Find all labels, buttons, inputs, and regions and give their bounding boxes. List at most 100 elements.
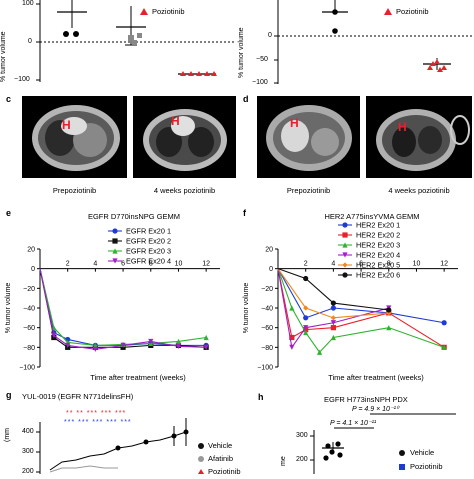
panel-letter-g: g [6, 390, 12, 400]
y-axis-label: % tumor volume [243, 283, 250, 334]
legend-marker [140, 8, 148, 15]
data-point [289, 344, 295, 350]
data-point [437, 67, 443, 72]
panel-h-svg [310, 413, 456, 474]
data-point [323, 455, 329, 461]
ytick-label: −40 [261, 306, 273, 313]
xtick-label: 6 [121, 261, 125, 268]
legend-label: HER2 Ex20 2 [356, 231, 400, 240]
data-point [148, 338, 154, 345]
y-axis-label: % tumor volume [0, 31, 7, 82]
ytick-label: −100 [257, 365, 273, 372]
panel-letter-f: f [243, 208, 246, 218]
legend-label: Poziotinib [410, 462, 443, 471]
ytick-label: 200 [22, 468, 34, 475]
data-point [303, 315, 309, 321]
data-point [115, 445, 121, 451]
data-point [342, 262, 348, 268]
top-left-dotplot: 100 0 −100 % tumor volume Poziotinib [0, 0, 236, 90]
legend-marker [399, 450, 405, 456]
ytick-label: 300 [22, 448, 34, 455]
significance-stars-blue: *** *** *** *** *** [64, 419, 132, 426]
p-value: P = 4.1 × 10⁻¹¹ [330, 420, 377, 427]
legend-label: EGFR Ex20 4 [126, 257, 171, 266]
xtick-label: 12 [202, 261, 210, 268]
series-line [39, 268, 207, 350]
mri-caption: 4 weeks poziotinib [388, 186, 450, 195]
data-point [342, 232, 348, 238]
ytick-label: −60 [261, 325, 273, 332]
legend-label: Vehicle [208, 441, 233, 450]
heart-marker: H [290, 116, 299, 130]
data-point [329, 449, 335, 455]
ytick-label: 200 [296, 456, 308, 463]
mri-caption: Prepoziotinib [52, 186, 97, 195]
data-point [303, 325, 309, 331]
legend-label: EGFR Ex20 2 [126, 237, 171, 246]
data-point [342, 222, 348, 228]
data-point [175, 338, 182, 345]
ytick-label: −100 [14, 76, 30, 83]
series-line [277, 268, 389, 319]
data-point [386, 325, 392, 331]
legend-label: Vehicle [410, 448, 435, 457]
xtick-label: 8 [387, 261, 391, 268]
data-point [342, 242, 348, 248]
series-line [39, 268, 207, 346]
data-point [196, 71, 202, 76]
heart-marker: H [171, 114, 180, 128]
y-axis-label: % tumor volume [5, 283, 12, 334]
panel-h-title: EGFR H773insNPH PDX [324, 395, 408, 404]
data-point [342, 252, 348, 258]
mri-c-post [133, 96, 236, 178]
data-point [427, 65, 433, 70]
data-point [203, 344, 209, 350]
chart-title: EGFR D770insNPG GEMM [88, 212, 180, 221]
mri-d-post [366, 96, 472, 178]
data-point [330, 334, 336, 341]
data-point [63, 31, 69, 37]
data-point [330, 300, 336, 306]
legend-label: Poziotinib [396, 7, 429, 16]
ytick-label: 0 [31, 266, 35, 273]
legend-label: Poziotinib [208, 467, 241, 476]
data-point [330, 315, 336, 321]
ytick-label: 0 [28, 38, 32, 45]
data-point [303, 329, 309, 336]
data-point [65, 342, 71, 348]
xtick-label: 2 [66, 261, 70, 268]
legend-label: EGFR Ex20 3 [126, 247, 171, 256]
p-value: P = 4.9 × 10⁻¹⁰ [352, 406, 399, 413]
data-point [342, 272, 348, 278]
data-point [325, 443, 331, 449]
data-point [73, 31, 79, 37]
legend-marker [198, 443, 204, 449]
xtick-label: 4 [331, 261, 335, 268]
legend-label: HER2 Ex20 5 [356, 261, 400, 270]
data-point [128, 35, 134, 41]
legend-marker [198, 469, 204, 474]
xtick-label: 10 [413, 261, 421, 268]
panel-letter-h: h [258, 392, 264, 402]
data-point [289, 334, 295, 341]
chart-e: EGFR D770insNPG GEMM 20 0 −20 −40 −60 −80 −100 2… [0, 205, 236, 383]
data-point [112, 228, 118, 234]
data-point [330, 325, 336, 331]
ytick-label: 20 [27, 247, 35, 254]
panel-letter-c: c [6, 94, 12, 104]
chart-f: HER2 A775insYVMA GEMM 20 0 −20 −40 −60 −80 −100… [238, 205, 474, 383]
data-point [289, 305, 295, 311]
data-point [332, 9, 338, 15]
data-point [204, 71, 210, 76]
ytick-label: 400 [22, 428, 34, 435]
xtick-label: 6 [359, 261, 363, 268]
y-axis-label: (mm [4, 428, 11, 442]
data-point [441, 65, 447, 70]
data-point [120, 342, 126, 348]
legend-label: HER2 Ex20 4 [356, 251, 400, 260]
ytick-label: 0 [269, 266, 273, 273]
data-point [112, 238, 118, 244]
legend-marker [399, 464, 405, 470]
data-point [188, 71, 194, 76]
series-line [277, 268, 445, 348]
